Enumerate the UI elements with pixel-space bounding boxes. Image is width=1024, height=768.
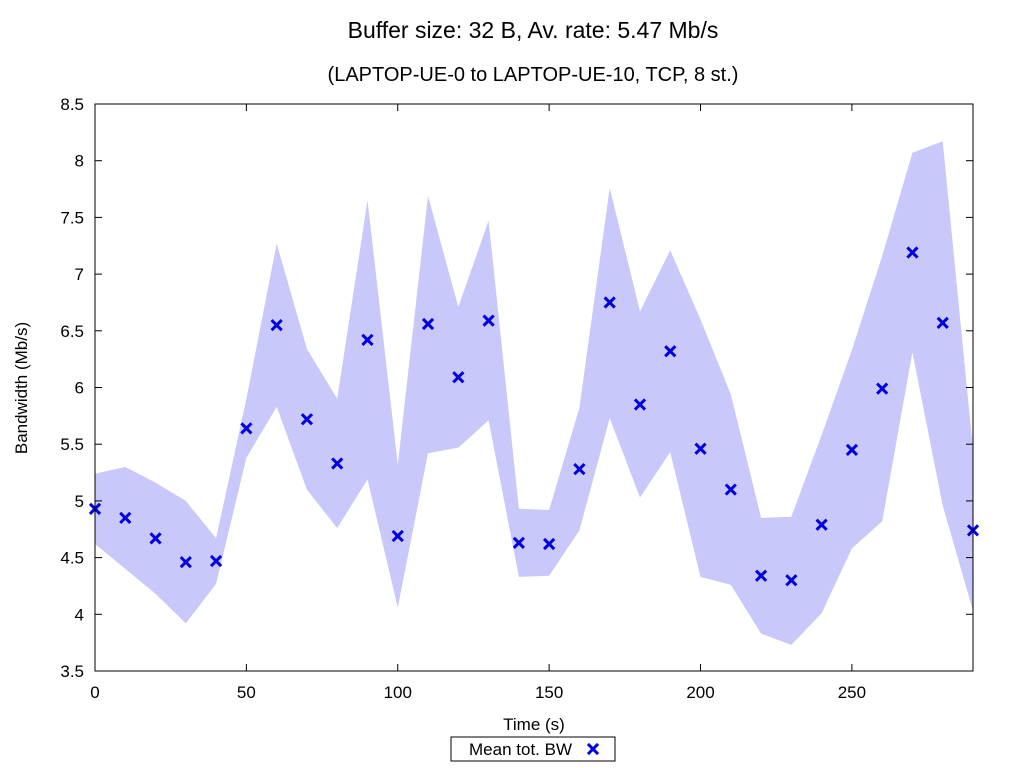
chart-title: Buffer size: 32 B, Av. rate: 5.47 Mb/s	[348, 17, 719, 43]
data-point	[845, 443, 859, 456]
chart-subtitle: (LAPTOP-UE-0 to LAPTOP-UE-10, TCP, 8 st.…	[328, 64, 739, 86]
y-tick-label: 3.5	[60, 662, 84, 681]
data-point	[573, 463, 586, 476]
x-tick-label: 200	[686, 683, 714, 702]
data-point	[936, 316, 949, 329]
y-tick-label: 5.5	[60, 435, 84, 454]
y-tick-label: 5	[75, 492, 84, 511]
y-tick-label: 8.5	[60, 95, 84, 114]
y-tick-label: 4.5	[60, 549, 84, 568]
y-tick-label: 4	[75, 605, 84, 624]
data-point	[452, 371, 465, 384]
data-point	[270, 319, 283, 332]
data-point	[512, 536, 525, 549]
confidence-band	[95, 141, 973, 645]
y-tick-label: 7.5	[60, 208, 84, 227]
data-point	[906, 246, 919, 259]
legend-marker-symbol	[586, 742, 600, 756]
data-point	[876, 382, 889, 395]
legend: Mean tot. BW	[450, 736, 616, 762]
legend-box	[450, 736, 616, 762]
legend-label: Mean tot. BW	[469, 740, 572, 759]
confidence-band-group	[95, 141, 973, 645]
data-point	[694, 442, 707, 455]
x-tick-label: 50	[237, 683, 256, 702]
data-point	[331, 457, 344, 470]
x-axis: 0 50 100 150 200 250	[90, 104, 866, 702]
x-axis-label: Time (s)	[503, 715, 565, 734]
y-tick-label: 6	[75, 379, 84, 398]
y-tick-label: 8	[75, 152, 84, 171]
data-point	[421, 317, 435, 331]
data-point	[209, 554, 223, 568]
data-markers	[88, 246, 980, 587]
data-point	[119, 511, 132, 525]
x-tick-label: 150	[535, 683, 563, 702]
data-point	[391, 529, 404, 543]
data-point	[543, 537, 556, 551]
data-point	[815, 518, 828, 531]
y-axis-label: Bandwidth (Mb/s)	[12, 322, 31, 454]
x-tick-label: 0	[90, 683, 99, 702]
data-point	[754, 569, 768, 582]
data-point	[724, 483, 737, 496]
y-tick-label: 6.5	[60, 322, 84, 341]
data-point	[149, 532, 162, 545]
x-tick-label: 100	[384, 683, 412, 702]
data-point	[664, 345, 677, 358]
data-point	[603, 296, 616, 309]
data-point	[300, 413, 314, 426]
legend-marker	[586, 742, 600, 756]
y-tick-label: 7	[75, 265, 84, 284]
data-point	[633, 398, 647, 411]
x-tick-label: 250	[838, 683, 866, 702]
data-point	[240, 422, 253, 435]
data-point	[179, 556, 192, 569]
y-axis: 3.5 4 4.5 5 5.5 6 6.5 7 7.5 8 8.5	[60, 95, 973, 681]
data-point	[785, 574, 798, 587]
data-point	[361, 333, 374, 346]
data-point	[482, 314, 495, 327]
